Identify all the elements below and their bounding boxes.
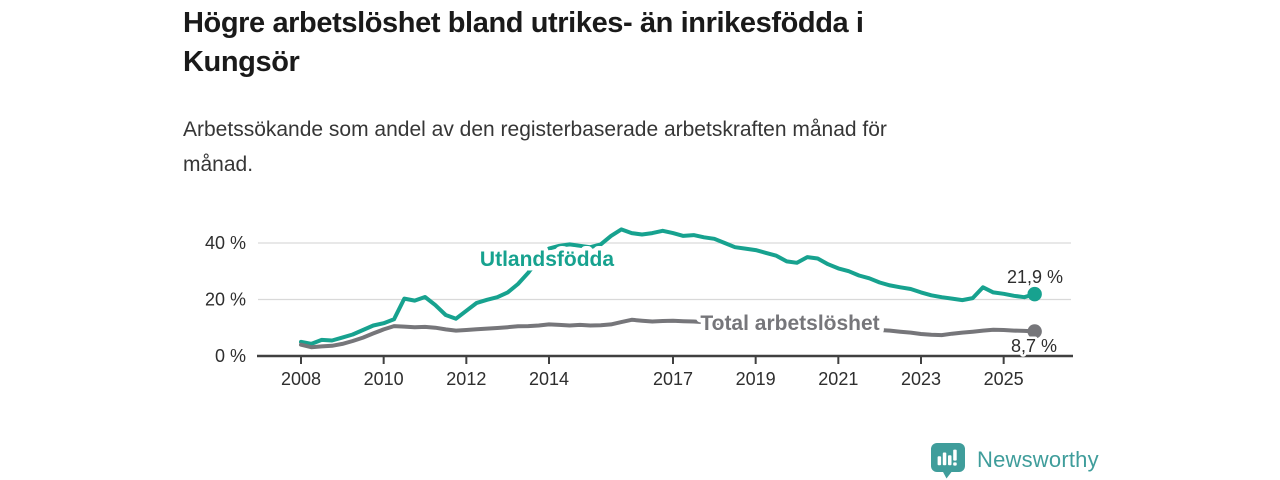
x-tick-label: 2017 bbox=[653, 369, 693, 389]
series-label-total-arbetsloshet: Total arbetslöshet bbox=[700, 312, 879, 335]
unemployment-line-chart: 0 % 20 % 40 % 2008 2010 2012 2014 2017 2019 2021 2… bbox=[205, 227, 1073, 389]
end-value-label-total: 8,7 % bbox=[1011, 336, 1057, 356]
series-line-total bbox=[299, 317, 1037, 350]
x-tick-label: 2014 bbox=[529, 369, 569, 389]
series-end-dot-total bbox=[1027, 324, 1042, 339]
x-tick-label: 2025 bbox=[984, 369, 1024, 389]
x-tick-label: 2021 bbox=[818, 369, 858, 389]
chart-area: 0 % 20 % 40 % 2008 2010 2012 2014 2017 2019 2021 2… bbox=[0, 220, 1280, 400]
gridlines bbox=[258, 242, 1071, 301]
page-subtitle: Arbetssökande som andel av den registerb… bbox=[183, 118, 887, 176]
series-label-utlandsfodda: Utlandsfödda bbox=[480, 248, 614, 271]
y-tick-label: 20 % bbox=[205, 289, 246, 309]
series-line-utlandsfodda bbox=[299, 227, 1037, 346]
brand-wordmark: Newsworthy bbox=[977, 447, 1099, 472]
page-title: Högre arbetslöshet bland utrikes- än inr… bbox=[183, 7, 864, 78]
chart-labels: Utlandsfödda Total arbetslöshet 21,9 % 8… bbox=[475, 244, 1065, 359]
x-tick-label: 2019 bbox=[736, 369, 776, 389]
x-tick-label: 2008 bbox=[281, 369, 321, 389]
series-end-dot-utlandsfodda bbox=[1027, 286, 1042, 302]
end-value-label-utlandsfodda: 21,9 % bbox=[1007, 267, 1063, 287]
x-tick-label: 2010 bbox=[364, 369, 404, 389]
x-tick-label: 2012 bbox=[446, 369, 486, 389]
y-tick-label: 40 % bbox=[205, 233, 246, 253]
axes: 0 % 20 % 40 % 2008 2010 2012 2014 2017 2019 2021 2… bbox=[205, 233, 1073, 389]
y-tick-label: 0 % bbox=[215, 346, 246, 366]
x-tick-label: 2023 bbox=[901, 369, 941, 389]
brand-logo: Newsworthy bbox=[930, 441, 1099, 479]
series-lines bbox=[299, 227, 1042, 350]
newsworthy-logo-icon bbox=[931, 442, 965, 478]
